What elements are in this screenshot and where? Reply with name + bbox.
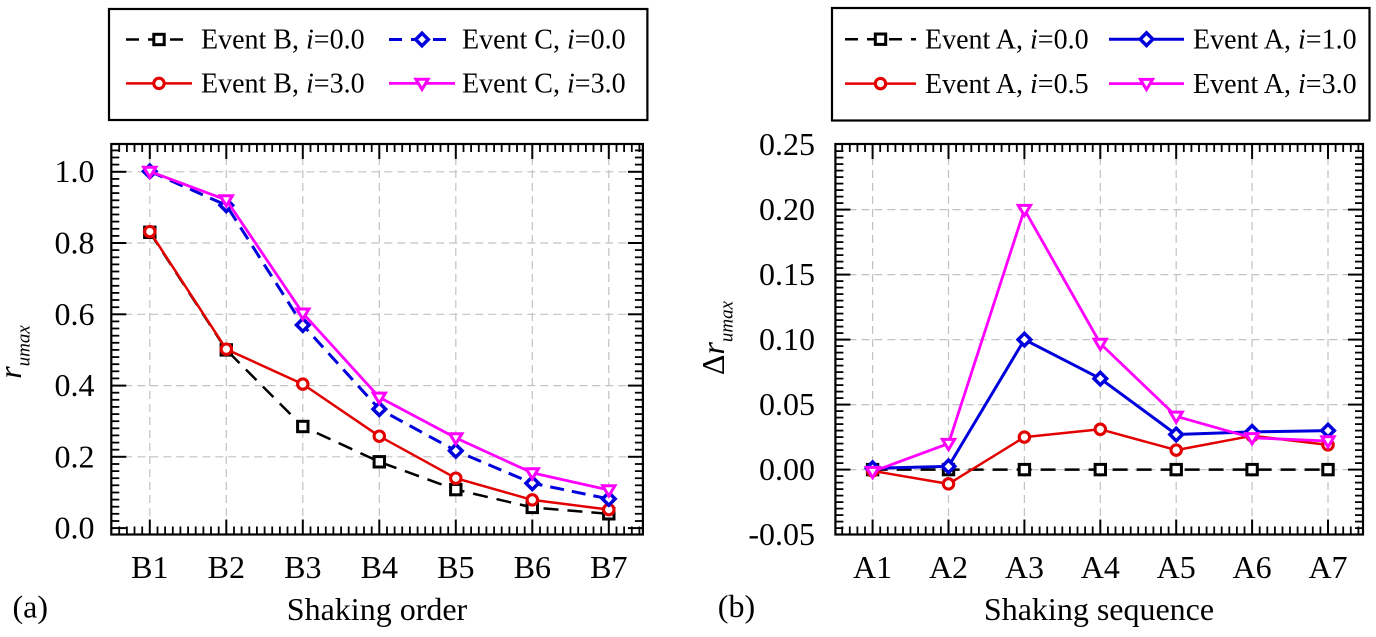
svg-text:0.25: 0.25 [759, 126, 815, 162]
svg-text:B6: B6 [514, 549, 551, 585]
svg-text:0.6: 0.6 [55, 296, 95, 332]
svg-text:Δrumax: Δrumax [695, 300, 738, 375]
svg-text:A3: A3 [1005, 549, 1044, 585]
svg-text:(a): (a) [13, 589, 49, 625]
svg-text:0.05: 0.05 [759, 386, 815, 422]
svg-text:0.0: 0.0 [55, 510, 95, 546]
svg-text:A5: A5 [1157, 549, 1196, 585]
svg-text:B5: B5 [437, 549, 474, 585]
svg-text:Event A, i=3.0: Event A, i=3.0 [1193, 69, 1357, 100]
svg-text:A7: A7 [1308, 549, 1347, 585]
svg-text:Event A, i=0.0: Event A, i=0.0 [925, 24, 1089, 55]
svg-text:0.15: 0.15 [759, 256, 815, 292]
svg-text:Event C, i=3.0: Event C, i=3.0 [462, 69, 626, 100]
svg-text:0.4: 0.4 [55, 367, 95, 403]
svg-text:0.8: 0.8 [55, 225, 95, 261]
svg-text:B2: B2 [208, 549, 245, 585]
svg-text:A4: A4 [1081, 549, 1120, 585]
svg-text:0.00: 0.00 [759, 451, 815, 487]
svg-text:Event B, i=0.0: Event B, i=0.0 [201, 25, 365, 56]
svg-text:0.20: 0.20 [759, 191, 815, 227]
svg-text:Event A, i=1.0: Event A, i=1.0 [1193, 24, 1357, 55]
svg-text:Shaking order: Shaking order [287, 591, 468, 627]
svg-text:Event B, i=3.0: Event B, i=3.0 [201, 69, 365, 100]
svg-text:Event C, i=0.0: Event C, i=0.0 [462, 25, 626, 56]
svg-text:0.10: 0.10 [759, 321, 815, 357]
svg-text:A6: A6 [1233, 549, 1272, 585]
svg-text:-0.05: -0.05 [748, 516, 815, 552]
svg-text:B3: B3 [284, 549, 321, 585]
svg-text:B1: B1 [131, 549, 168, 585]
svg-text:rumax: rumax [0, 325, 35, 379]
svg-text:0.2: 0.2 [55, 438, 95, 474]
svg-text:A2: A2 [929, 549, 968, 585]
svg-text:B4: B4 [361, 549, 398, 585]
svg-text:B7: B7 [590, 549, 627, 585]
svg-text:A1: A1 [853, 549, 892, 585]
svg-text:Shaking sequence: Shaking sequence [984, 591, 1214, 627]
svg-text:1.0: 1.0 [55, 153, 95, 189]
svg-text:(b): (b) [718, 588, 755, 624]
svg-text:Event A, i=0.5: Event A, i=0.5 [925, 69, 1089, 100]
